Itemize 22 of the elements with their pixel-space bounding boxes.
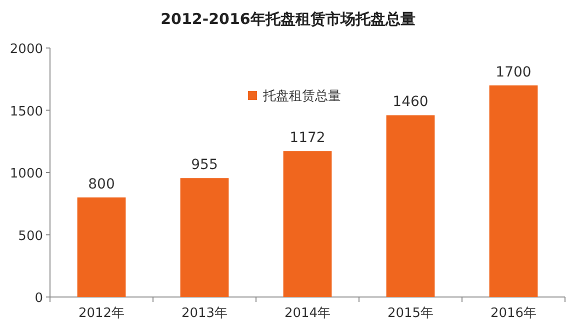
data-label: 955 [191, 157, 218, 174]
x-tick-label: 2014年 [284, 306, 331, 321]
bar [386, 115, 435, 297]
bar [283, 151, 332, 297]
x-tick-label: 2012年 [78, 306, 125, 321]
data-label: 1460 [392, 94, 428, 110]
x-tick-label: 2016年 [490, 306, 537, 321]
y-tick-label: 1000 [10, 166, 43, 182]
data-label: 1700 [496, 64, 532, 80]
x-tick-label: 2013年 [181, 306, 228, 321]
y-tick-label: 500 [18, 228, 43, 244]
legend-label: 托盘租赁总量 [262, 89, 341, 104]
bar [489, 85, 538, 297]
x-tick-label: 2015年 [387, 306, 434, 321]
y-tick-label: 2000 [10, 42, 43, 57]
data-label: 1172 [290, 130, 326, 146]
chart-title: 2012-2016年托盘租赁市场托盘总量 [160, 10, 416, 28]
y-tick-label: 1500 [10, 104, 43, 120]
data-label: 800 [88, 176, 115, 192]
bar [180, 178, 229, 297]
bar [77, 197, 126, 297]
y-tick-label: 0 [34, 291, 43, 306]
